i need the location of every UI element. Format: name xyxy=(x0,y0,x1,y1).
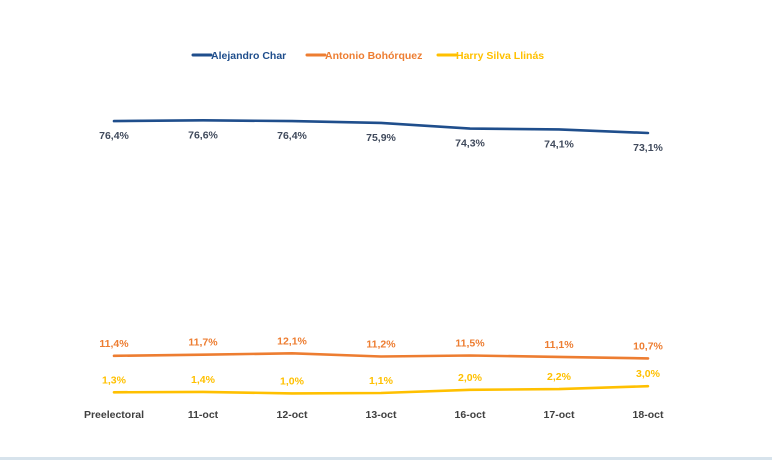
data-label-alejandro-char-2: 76,4% xyxy=(277,130,307,142)
legend: Alejandro Char Antonio Bohórquez Harry Sil… xyxy=(191,50,544,62)
data-label-alejandro-char-1: 76,6% xyxy=(188,129,218,141)
legend-label-alejandro-char: Alejandro Char xyxy=(211,50,286,62)
legend-label-harry-silva-llinas: Harry Silva Llinás xyxy=(456,50,544,62)
data-label-alejandro-char-5: 74,1% xyxy=(544,138,574,150)
data-label-harry-silva-llinas-2: 1,0% xyxy=(280,375,305,387)
data-label-harry-silva-llinas-0: 1,3% xyxy=(102,374,127,386)
legend-label-antonio-bohorquez: Antonio Bohórquez xyxy=(325,50,422,62)
data-label-antonio-bohorquez-0: 11,4% xyxy=(99,338,129,350)
series-line-harry-silva-llinas xyxy=(112,384,650,395)
data-labels: 76,4% 76,6% 76,4% 75,9% 74,3% 74,1% 73,1% 11,4%… xyxy=(99,129,663,387)
data-label-alejandro-char-4: 74,3% xyxy=(455,138,485,150)
data-label-alejandro-char-3: 75,9% xyxy=(366,132,396,144)
x-tick-label-6: 18-oct xyxy=(633,409,664,421)
x-tick-label-1: 11-oct xyxy=(188,409,219,421)
x-tick-label-0: Preelectoral xyxy=(84,409,144,421)
data-label-harry-silva-llinas-6: 3,0% xyxy=(636,368,661,380)
bottom-divider xyxy=(0,457,772,460)
data-label-alejandro-char-0: 76,4% xyxy=(99,130,129,142)
x-tick-label-4: 16-oct xyxy=(455,409,486,421)
data-label-antonio-bohorquez-1: 11,7% xyxy=(188,337,218,349)
data-label-alejandro-char-6: 73,1% xyxy=(633,142,663,154)
series-line-alejandro-char xyxy=(112,119,650,135)
data-label-harry-silva-llinas-4: 2,0% xyxy=(458,372,483,384)
x-tick-label-3: 13-oct xyxy=(366,409,397,421)
data-label-antonio-bohorquez-5: 11,1% xyxy=(544,339,574,351)
data-label-antonio-bohorquez-4: 11,5% xyxy=(455,337,485,349)
series-lines xyxy=(112,119,650,395)
data-label-antonio-bohorquez-6: 10,7% xyxy=(633,340,663,352)
series-line-antonio-bohorquez xyxy=(112,351,650,360)
data-label-antonio-bohorquez-2: 12,1% xyxy=(277,335,307,347)
x-tick-label-5: 17-oct xyxy=(544,409,575,421)
x-axis: Preelectoral 11-oct 12-oct 13-oct 16-oct 17-o… xyxy=(84,409,664,421)
data-label-harry-silva-llinas-1: 1,4% xyxy=(191,374,216,386)
data-label-antonio-bohorquez-3: 11,2% xyxy=(366,339,396,351)
x-tick-label-2: 12-oct xyxy=(277,409,308,421)
data-label-harry-silva-llinas-3: 1,1% xyxy=(369,375,394,387)
data-label-harry-silva-llinas-5: 2,2% xyxy=(547,371,572,383)
